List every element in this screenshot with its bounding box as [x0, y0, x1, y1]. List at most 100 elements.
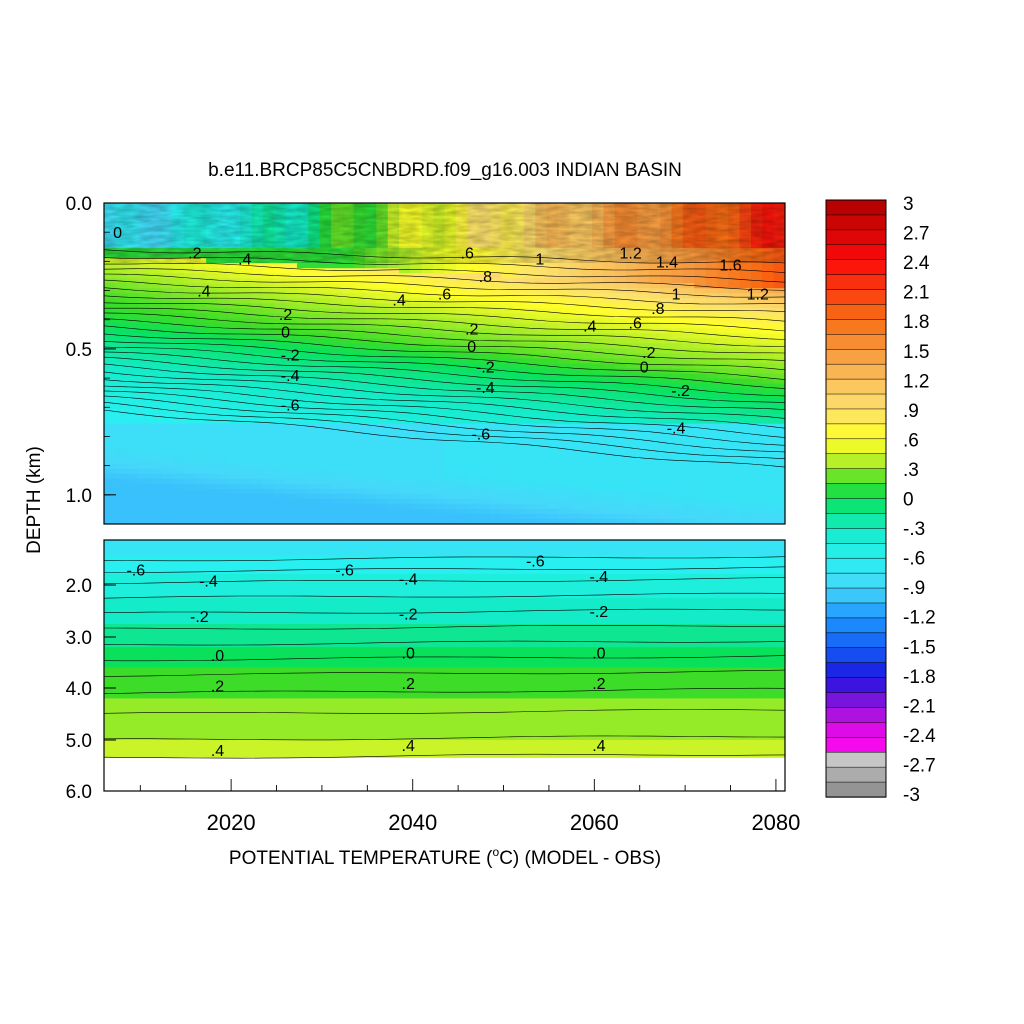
- upper-fill-cell: [558, 283, 570, 289]
- lower-contour-line: [104, 577, 785, 585]
- upper-fill-cell: [228, 453, 241, 460]
- upper-fill-cell: [614, 513, 627, 520]
- upper-fill-cell: [750, 263, 763, 269]
- upper-fill-cell: [410, 398, 423, 405]
- upper-fill-cell: [308, 443, 321, 450]
- upper-fill-cell: [240, 278, 253, 284]
- upper-fill-cell: [138, 378, 150, 385]
- upper-fill-cell: [558, 428, 570, 435]
- upper-fill-cell: [716, 398, 729, 405]
- upper-fill-cell: [240, 463, 253, 470]
- upper-fill-cell: [512, 463, 525, 470]
- upper-fill-cell: [399, 398, 412, 405]
- upper-fill-cell: [387, 338, 400, 345]
- upper-fill-cell: [716, 493, 729, 500]
- upper-fill-cell: [365, 463, 377, 470]
- upper-fill-cell: [331, 488, 343, 495]
- upper-fill-cell: [523, 463, 536, 470]
- upper-fill-cell: [421, 393, 434, 400]
- upper-fill-cell: [319, 303, 332, 309]
- upper-fill-cell: [149, 513, 162, 520]
- upper-fill-cell: [376, 478, 389, 485]
- upper-fill-cell: [535, 448, 548, 455]
- upper-fill-cell: [614, 488, 627, 495]
- upper-fill-cell: [762, 453, 775, 460]
- upper-fill-cell: [546, 358, 559, 365]
- upper-fill-cell: [331, 453, 343, 460]
- upper-fill-cell: [331, 513, 343, 520]
- upper-fill-cell: [614, 358, 627, 365]
- upper-fill-cell: [274, 478, 287, 485]
- upper-fill-cell: [773, 323, 785, 329]
- upper-fill-cell: [262, 333, 275, 340]
- upper-fill-cell: [365, 498, 377, 505]
- upper-fill-cell: [705, 313, 718, 319]
- upper-fill-cell: [739, 283, 752, 289]
- upper-fill-cell: [353, 393, 366, 400]
- upper-fill-cell: [580, 378, 593, 385]
- upper-fill-cell: [558, 443, 570, 450]
- upper-fill-cell: [455, 518, 468, 524]
- upper-fill-cell: [183, 448, 196, 455]
- upper-fill-cell: [319, 498, 332, 505]
- upper-fill-cell: [160, 358, 173, 365]
- upper-fill-cell: [660, 483, 673, 490]
- lower-contour-label: -.4: [590, 569, 609, 586]
- upper-fill-cell: [705, 498, 718, 505]
- upper-fill-cell: [183, 333, 196, 340]
- upper-fill-cell: [739, 418, 752, 425]
- upper-fill-cell: [217, 328, 230, 335]
- upper-fill-cell: [773, 278, 785, 284]
- upper-fill-cell: [399, 473, 412, 480]
- upper-fill-cell: [626, 403, 639, 410]
- lower-contour-line: [104, 556, 785, 562]
- upper-fill-cell: [353, 418, 366, 425]
- upper-fill-cell: [660, 368, 673, 375]
- upper-fill-cell: [558, 388, 570, 395]
- upper-fill-cell: [694, 323, 707, 329]
- upper-axis-ticks: 0.00.51.0: [66, 194, 116, 525]
- upper-fill-cell: [365, 458, 377, 465]
- upper-fill-cell: [569, 368, 582, 375]
- upper-fill-cell: [365, 333, 377, 340]
- upper-fill-cell: [331, 423, 343, 430]
- upper-fill-cell: [240, 298, 253, 304]
- upper-fill-cell: [262, 413, 275, 420]
- colorbar-label: -3: [903, 785, 920, 806]
- upper-fill-cell: [251, 318, 264, 324]
- upper-fill-cell: [285, 363, 298, 370]
- upper-fill-cell: [240, 503, 253, 510]
- upper-fill-cell: [149, 388, 162, 395]
- upper-fill-cell: [126, 393, 139, 400]
- upper-fill-cell: [149, 263, 162, 269]
- upper-fill-cell: [739, 438, 752, 445]
- upper-fill-cell: [739, 498, 752, 505]
- upper-fill-cell: [342, 303, 355, 309]
- upper-fill-cell: [773, 338, 785, 345]
- x-axis-label-main: POTENTIAL TEMPERATURE (: [229, 848, 493, 869]
- upper-fill-cell: [331, 268, 343, 274]
- upper-fill-cell: [399, 338, 412, 345]
- upper-fill-cell: [138, 388, 150, 395]
- upper-fill-cell: [126, 338, 139, 345]
- upper-fill-cell: [603, 283, 616, 289]
- colorbar-label: -2.4: [903, 726, 936, 747]
- x-axis-label-unit: C: [499, 848, 513, 869]
- upper-fill-cell: [512, 283, 525, 289]
- lower-contour-lines: [104, 556, 785, 759]
- upper-fill-cell: [637, 413, 650, 420]
- lower-contour-label: -.4: [399, 571, 418, 588]
- upper-fill-cell: [410, 433, 423, 440]
- upper-fill-cell: [716, 393, 729, 400]
- upper-fill-cell: [172, 443, 185, 450]
- upper-fill-cell: [637, 518, 650, 524]
- upper-fill-cell: [716, 273, 729, 279]
- upper-fill-cell: [478, 498, 491, 505]
- upper-fill-cell: [365, 478, 377, 485]
- upper-fill-cell: [637, 348, 650, 355]
- upper-fill-cell: [750, 468, 763, 475]
- colorbar-box: [825, 498, 887, 515]
- upper-fill-cell: [262, 403, 275, 410]
- upper-fill-cell: [637, 468, 650, 475]
- upper-fill-cell: [172, 288, 185, 294]
